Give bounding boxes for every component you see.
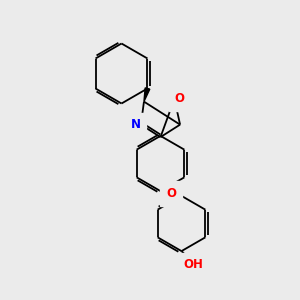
Text: OH: OH	[184, 258, 203, 271]
Text: O: O	[175, 92, 185, 106]
Text: N: N	[130, 118, 140, 131]
Polygon shape	[144, 88, 150, 102]
Text: O: O	[166, 187, 176, 200]
